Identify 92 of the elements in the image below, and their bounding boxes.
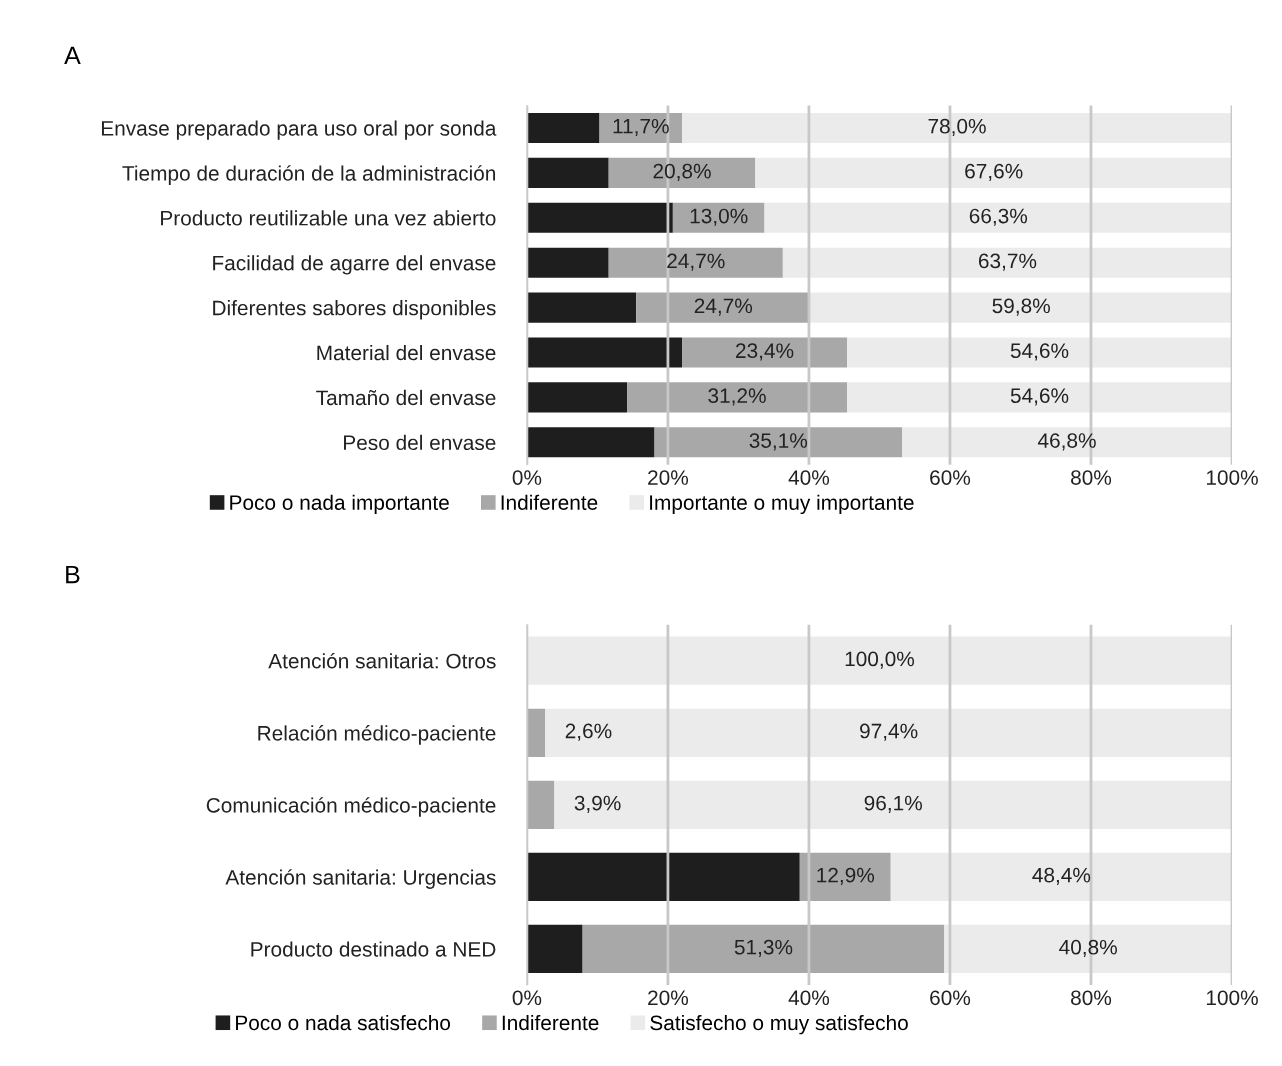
y-tick-label: Tamaño del envase xyxy=(316,389,496,406)
data-label: 97,4% xyxy=(860,723,918,741)
y-tick-label: Peso del envase xyxy=(344,434,496,451)
x-tick-label: 0% xyxy=(512,990,542,1006)
data-label: 31,2% xyxy=(708,388,766,406)
text: B xyxy=(66,565,80,584)
y-tick-label: Atención sanitaria: Otros xyxy=(268,652,496,669)
y-tick-label: Facilidad de agarre del envase xyxy=(213,255,496,275)
bar xyxy=(526,112,600,144)
data-label: 46,8% xyxy=(1037,433,1096,451)
bar xyxy=(782,247,1232,278)
y-tick-label: Relación médico-paciente xyxy=(258,725,496,745)
bar xyxy=(755,157,1232,188)
legend-label: Indiferente xyxy=(502,1014,599,1031)
x-tick-label: 40% xyxy=(788,990,830,1006)
legend-label: Satisfecho o muy satisfecho xyxy=(650,1014,908,1035)
bar xyxy=(764,202,1232,233)
bar xyxy=(682,112,1232,144)
data-label: 2,6% xyxy=(565,723,612,741)
data-label: 78,0% xyxy=(928,118,986,137)
bar xyxy=(526,924,583,974)
bar xyxy=(554,780,1232,829)
data-label: 13,0% xyxy=(690,208,748,226)
legend-label: Indiferente xyxy=(501,494,598,510)
bar xyxy=(526,247,609,278)
data-label: 35,1% xyxy=(749,433,808,451)
y-tick-label: Diferentes sabores disponibles xyxy=(213,300,496,320)
bar xyxy=(654,427,903,458)
x-tick-label: 80% xyxy=(1071,990,1112,1006)
legend-label: Importante o muy importante xyxy=(650,494,914,515)
x-tick-label: 40% xyxy=(788,470,830,485)
y-tick-label: Material del envase xyxy=(317,344,496,361)
bar xyxy=(799,852,891,902)
bar xyxy=(526,780,555,829)
y-tick-label: Envase preparado para uso oral por sonda xyxy=(101,120,497,140)
legend-label: Poco o nada importante xyxy=(230,494,449,515)
data-label: 20,8% xyxy=(653,163,711,181)
x-tick-label: 60% xyxy=(930,470,971,485)
bar xyxy=(636,292,811,323)
data-label: 40,8% xyxy=(1059,939,1117,958)
bar xyxy=(545,708,1232,757)
data-label: 100,0% xyxy=(845,651,915,669)
x-tick-label: 20% xyxy=(648,470,689,485)
x-tick-label: 60% xyxy=(930,990,971,1006)
bar xyxy=(526,852,800,902)
bar xyxy=(902,427,1232,458)
data-label: 23,4% xyxy=(736,343,794,361)
data-label: 63,7% xyxy=(978,253,1037,271)
bar xyxy=(526,382,628,413)
data-label: 24,7% xyxy=(667,253,725,271)
y-tick-label: Producto reutilizable una vez abierto xyxy=(161,210,496,226)
bar xyxy=(526,202,673,233)
data-label: 51,3% xyxy=(734,939,793,958)
y-tick-label: Comunicación médico-paciente xyxy=(206,797,496,817)
bar xyxy=(608,247,783,278)
bar xyxy=(526,708,546,757)
bar xyxy=(847,382,1232,413)
bar xyxy=(682,337,848,368)
text: A xyxy=(64,46,81,65)
data-label: 67,6% xyxy=(965,163,1023,181)
bar xyxy=(582,924,945,974)
bar xyxy=(672,202,765,233)
bar xyxy=(526,292,637,323)
x-tick-label: 80% xyxy=(1071,470,1112,485)
data-label: 12,9% xyxy=(817,867,875,885)
bar xyxy=(526,636,1232,685)
bar xyxy=(944,924,1232,974)
data-label: 24,7% xyxy=(694,298,753,316)
bar xyxy=(608,157,756,188)
x-tick-label: 100% xyxy=(1206,470,1258,485)
bar xyxy=(810,292,1232,323)
x-tick-label: 20% xyxy=(648,990,689,1006)
data-label: 96,1% xyxy=(864,795,922,813)
x-tick-label: 0% xyxy=(512,470,542,485)
bar xyxy=(526,337,683,368)
bar xyxy=(847,337,1232,368)
bar xyxy=(627,382,848,413)
data-label: 54,6% xyxy=(1010,343,1069,361)
bar xyxy=(526,427,655,458)
data-label: 59,8% xyxy=(992,298,1050,316)
data-label: 3,9% xyxy=(574,795,621,813)
legend-label: Poco o nada satisfecho xyxy=(236,1014,451,1031)
bar xyxy=(526,157,609,188)
data-label: 48,4% xyxy=(1032,867,1091,885)
y-tick-label: Tiempo de duración de la administración xyxy=(122,165,496,185)
data-label: 66,3% xyxy=(969,208,1028,226)
data-label: 11,7% xyxy=(613,118,669,137)
bar xyxy=(890,852,1232,902)
x-tick-label: 100% xyxy=(1206,990,1258,1006)
data-label: 54,6% xyxy=(1010,388,1069,406)
y-tick-label: Atención sanitaria: Urgencias xyxy=(225,869,496,889)
y-tick-label: Producto destinado a NED xyxy=(251,941,496,957)
